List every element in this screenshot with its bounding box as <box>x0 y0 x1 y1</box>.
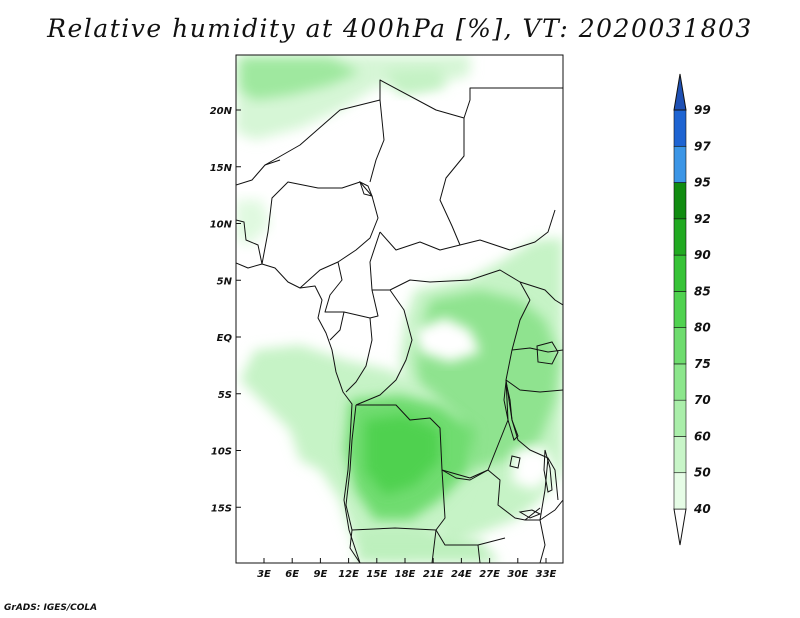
border-namibia-botswana <box>349 529 481 563</box>
lake-malawi <box>543 449 553 493</box>
coastline-west-africa <box>236 262 361 563</box>
lon-tick-label: 27E <box>479 569 500 580</box>
humidity-area-north-core <box>240 58 360 100</box>
lon-tick-label: 9E <box>314 569 328 580</box>
border-chad <box>379 79 465 251</box>
colorbar-bin <box>673 182 687 220</box>
humidity-area-south <box>355 530 500 563</box>
colorbar-min-triangle <box>673 508 687 546</box>
lon-tick-label: 6E <box>285 569 299 580</box>
colorbar-bin <box>673 472 687 510</box>
humidity-area-west-patch <box>236 200 270 245</box>
border-congo <box>329 311 373 393</box>
footer-credit: GrADS: IGES/COLA <box>4 603 98 613</box>
lat-tick-label: EQ <box>217 333 233 344</box>
colorbar-label: 92 <box>694 212 711 226</box>
border-zambia <box>435 469 541 546</box>
colorbar-label: 95 <box>694 176 711 190</box>
lake-chad <box>359 181 373 197</box>
lake-mweru <box>509 455 521 469</box>
lake-kariba <box>518 509 542 519</box>
lat-tick-label: 15S <box>211 503 232 514</box>
colorbar-bin <box>673 327 687 365</box>
lat-tick-label: 10S <box>211 447 232 458</box>
lon-tick-label: 33E <box>536 569 557 580</box>
colorbar-label: 85 <box>694 284 711 298</box>
border-cameroon <box>324 261 379 319</box>
border-nigeria <box>261 181 379 289</box>
colorbar-label: 50 <box>694 466 711 480</box>
humidity-area-east-dry <box>415 318 480 362</box>
colorbar-label: 90 <box>694 248 711 262</box>
border-east-africa <box>505 281 563 393</box>
colorbar-max-triangle <box>673 73 687 111</box>
lon-tick-label: 12E <box>338 569 359 580</box>
colorbar-label: 80 <box>694 321 711 335</box>
colorbar-bin <box>673 399 687 437</box>
colorbar-label: 70 <box>694 393 711 407</box>
lakes <box>359 181 559 519</box>
map-frame <box>235 54 564 564</box>
lat-tick-label: 15N <box>210 163 233 174</box>
border-sudan <box>459 87 563 251</box>
lat-tick-label: 20N <box>210 106 233 117</box>
lat-tick-label: 5N <box>217 276 233 287</box>
lon-tick-label: 21E <box>423 569 444 580</box>
colorbar-bin <box>673 436 687 474</box>
border-car <box>369 231 531 301</box>
colorbar-label: 40 <box>693 502 711 516</box>
lon-tick-label: 3E <box>257 569 271 580</box>
border-west-small <box>236 159 281 265</box>
colorbar-label: 60 <box>694 429 711 443</box>
border-drc <box>355 289 531 481</box>
humidity-area-angola-peak <box>365 415 440 495</box>
colorbar-bin <box>673 145 687 183</box>
colorbar-bin <box>673 363 687 401</box>
colorbar: 40 50 60 70 75 80 85 90 92 95 97 99 <box>673 73 711 546</box>
lat-tick-label: 5S <box>218 390 232 401</box>
colorbar-bin <box>673 291 687 328</box>
lat-tick-label: 10N <box>210 220 233 231</box>
colorbar-bin <box>673 254 687 292</box>
lon-tick-label: 18E <box>395 569 416 580</box>
colorbar-label: 99 <box>694 103 711 117</box>
humidity-area-north-patch <box>385 68 445 95</box>
lake-victoria <box>536 341 559 365</box>
colorbar-bin <box>673 218 687 256</box>
colorbar-label: 75 <box>694 357 711 371</box>
lon-tick-label: 30E <box>507 569 528 580</box>
humidity-shading <box>236 55 563 563</box>
axis-ticks: 20N 15N 10N 5N EQ 5S 10S 15S 3E 6E 9E 12E 15E 18E 21E 2… <box>210 106 557 580</box>
border-mozambique <box>525 499 563 521</box>
map-title: Relative humidity at 400hPa [%], VT: 202… <box>47 14 753 43</box>
lon-tick-label: 15E <box>366 569 387 580</box>
colorbar-label: 97 <box>694 139 711 153</box>
lon-tick-label: 24E <box>451 569 472 580</box>
colorbar-bin <box>673 109 687 147</box>
lake-tanganyika <box>503 381 519 441</box>
